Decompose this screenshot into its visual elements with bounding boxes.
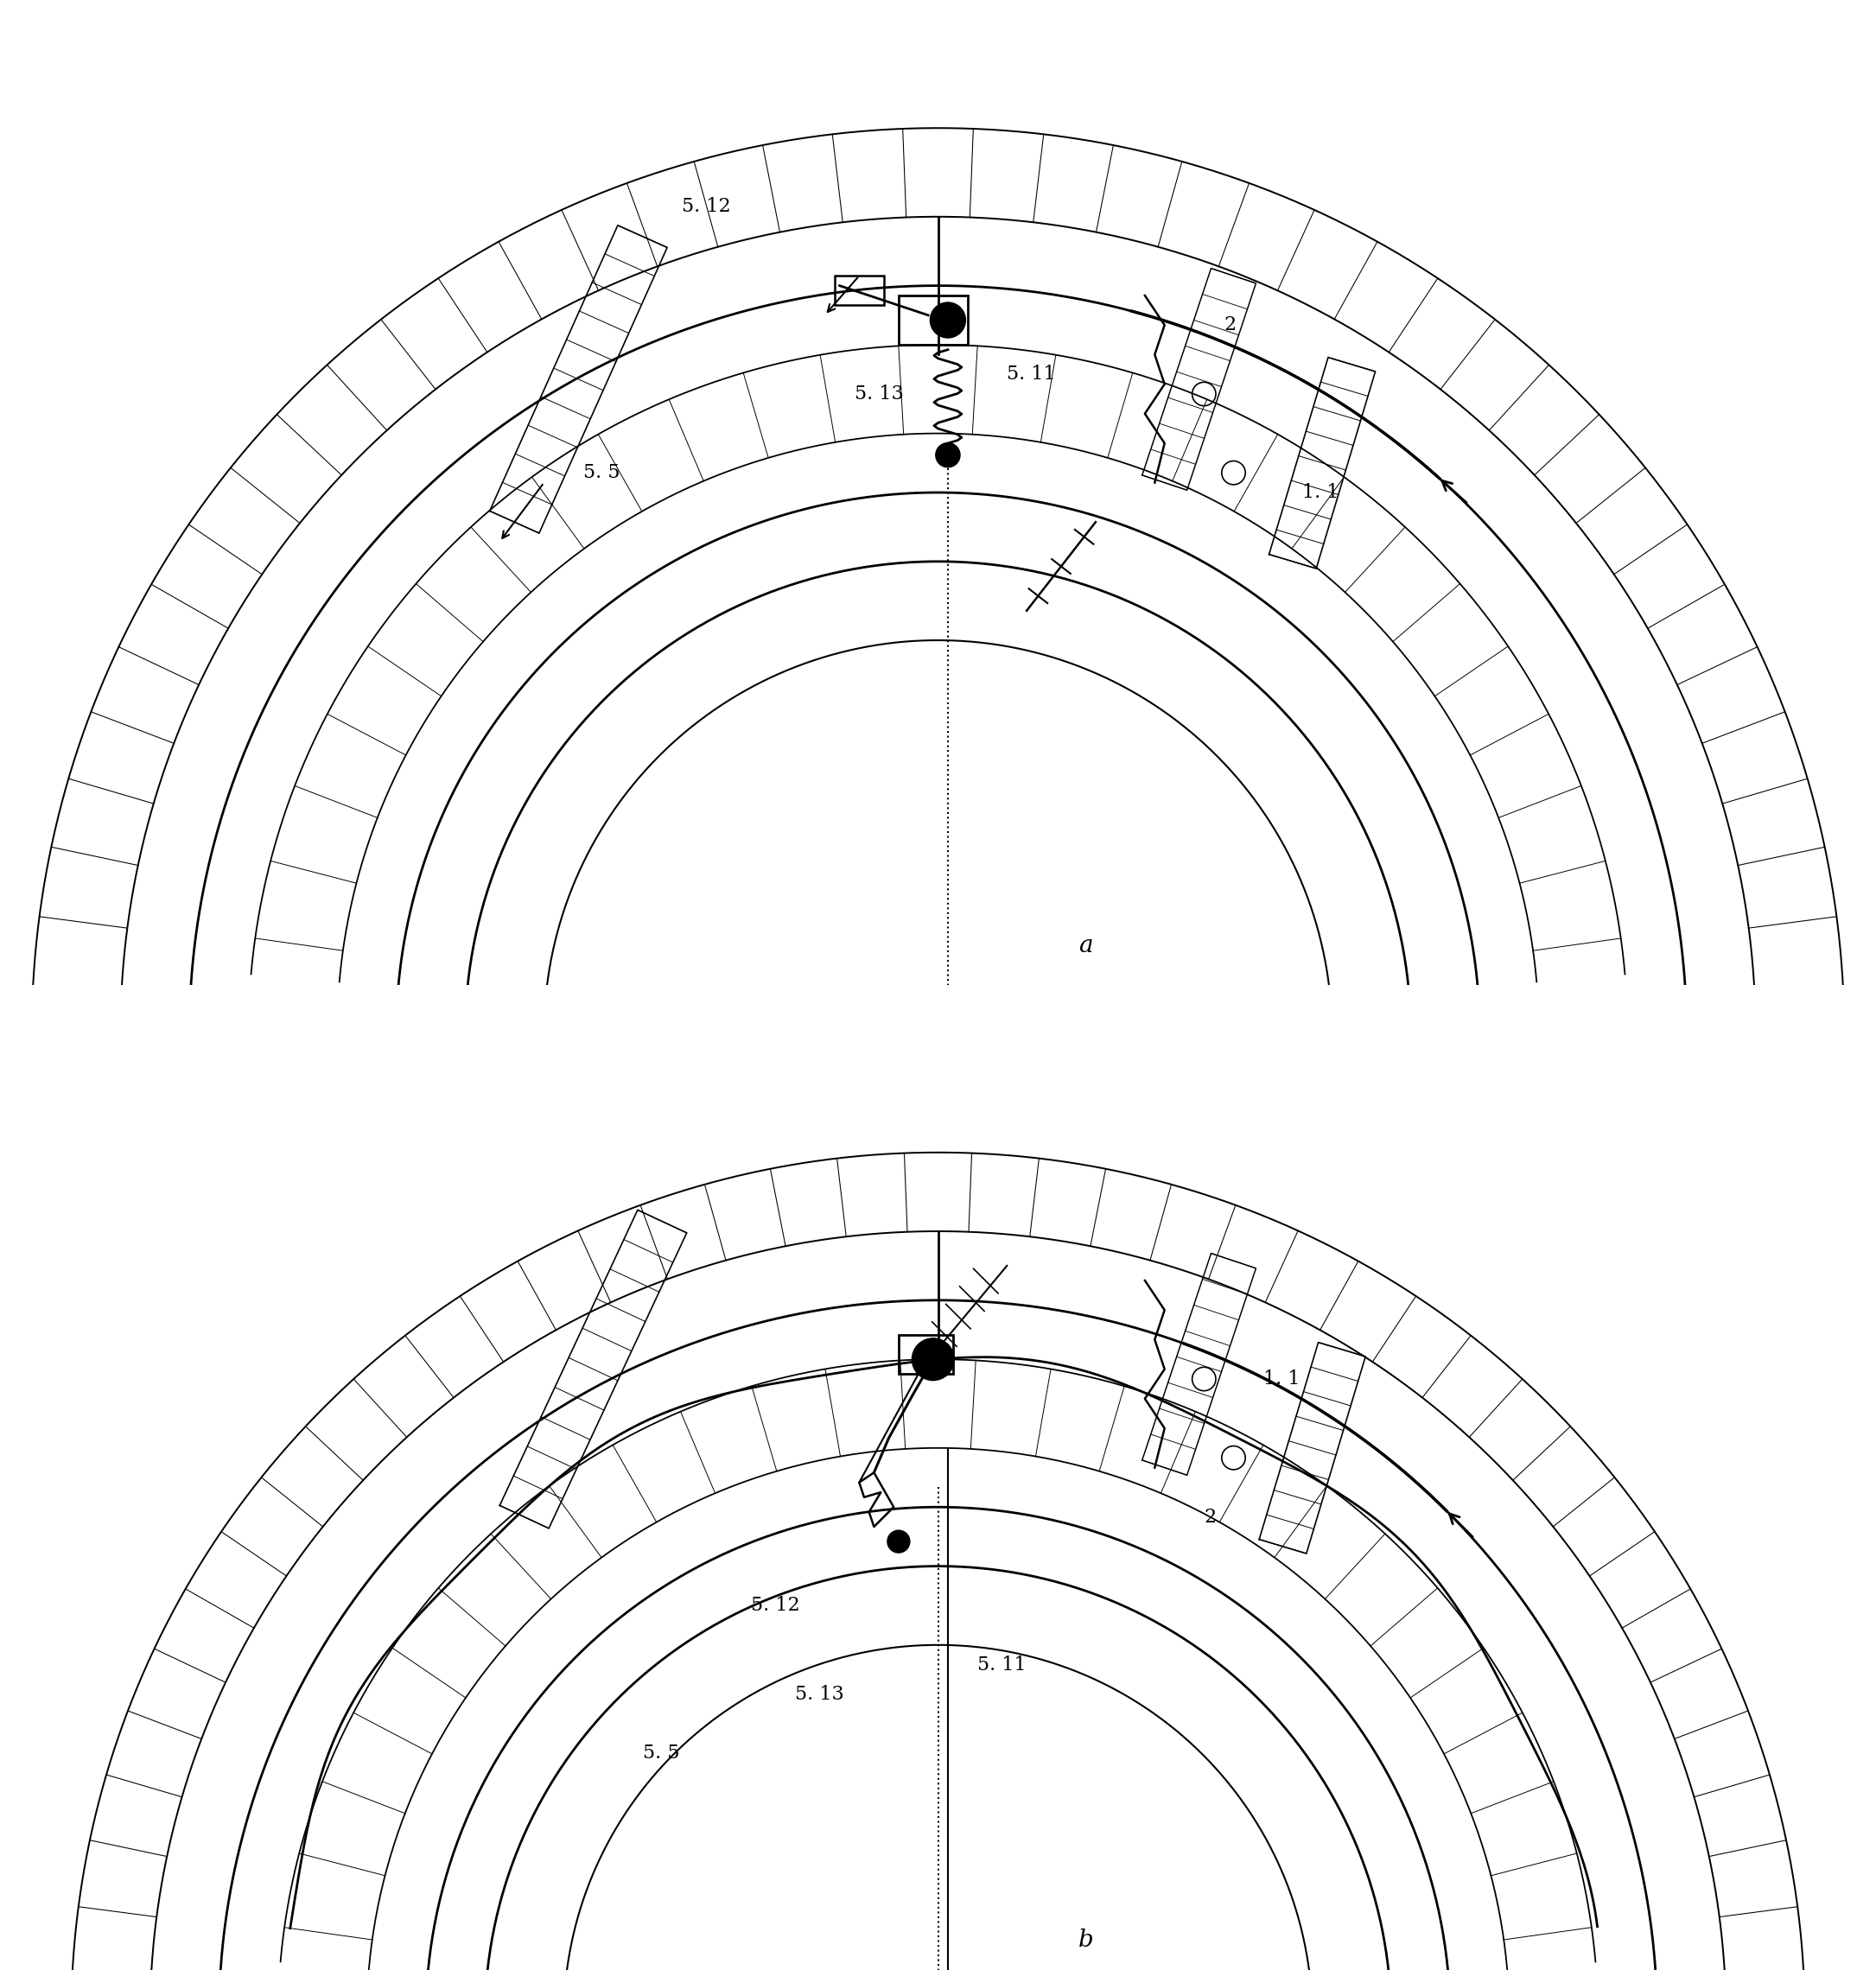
Text: b: b bbox=[1079, 1929, 1094, 1952]
Text: 5. 11: 5. 11 bbox=[1007, 364, 1056, 384]
Text: 1. 1: 1. 1 bbox=[1302, 483, 1339, 502]
Text: 5. 11: 5. 11 bbox=[977, 1655, 1026, 1674]
Text: 5. 13: 5. 13 bbox=[854, 384, 904, 404]
Text: 5. 5: 5. 5 bbox=[642, 1743, 679, 1763]
Text: 5. 5: 5. 5 bbox=[583, 463, 621, 483]
Text: 2: 2 bbox=[1204, 1507, 1216, 1527]
Text: 5. 12: 5. 12 bbox=[683, 197, 732, 217]
Bar bbox=[835, 276, 884, 305]
Text: 2: 2 bbox=[1223, 315, 1236, 335]
Text: 5. 13: 5. 13 bbox=[795, 1684, 844, 1704]
Circle shape bbox=[887, 1529, 910, 1552]
Circle shape bbox=[912, 1338, 955, 1381]
Circle shape bbox=[930, 301, 966, 339]
Text: 5. 12: 5. 12 bbox=[750, 1596, 799, 1615]
Text: a: a bbox=[1079, 934, 1094, 957]
Bar bbox=[899, 296, 968, 345]
Circle shape bbox=[934, 443, 961, 467]
Bar bbox=[899, 1336, 953, 1375]
Text: 1. 1: 1. 1 bbox=[1263, 1369, 1300, 1389]
